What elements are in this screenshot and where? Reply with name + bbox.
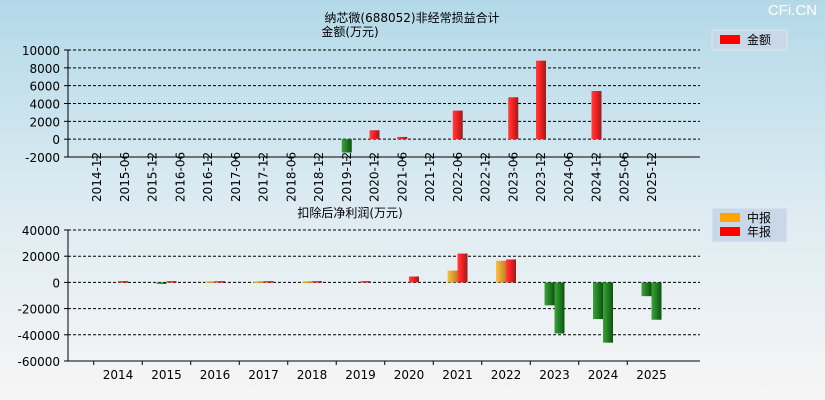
y-tick-label: -20000 [17,303,60,317]
chart-title: 纳芯微(688052)非经常损益合计 [324,10,499,25]
x-tick-label: 2017-12 [257,152,271,202]
x-tick-label: 2017 [248,368,279,382]
legend-swatch [720,227,740,236]
bar-年报 [118,281,128,283]
bar-年报 [651,282,662,320]
x-tick-label: 2016-12 [201,152,215,202]
x-tick-label: 2020 [394,368,425,382]
chart-title: 扣除后净利润(万元) [297,205,402,220]
bar-金额 [508,97,519,140]
bar-金额 [369,130,380,140]
bar-中报 [641,282,652,297]
bar-金额 [341,139,352,153]
x-tick-label: 2021 [442,368,473,382]
x-tick-label: 2025 [636,368,667,382]
y-tick-label: -2000 [25,151,60,165]
legend-label: 年报 [747,224,771,239]
x-tick-label: 2022 [491,368,522,382]
y-tick-label: 40000 [22,224,60,238]
legend-swatch [720,35,740,44]
x-tick-label: 2018-06 [284,152,298,202]
bar-年报 [603,282,613,343]
legend-swatch [720,213,740,222]
bar-中报 [544,282,555,306]
bar-年报 [360,281,371,283]
bar-中报 [156,282,167,284]
bar-年报 [312,281,322,283]
y-axis-label: 金额(万元) [321,24,378,39]
x-tick-label: 2019 [345,368,376,382]
x-tick-label: 2019-12 [340,152,354,202]
x-tick-label: 2023-06 [506,152,520,202]
x-tick-label: 2015-12 [146,152,160,202]
bar-中报 [496,260,506,283]
bar-金额 [536,60,546,140]
legend-label: 中报 [747,210,771,225]
y-tick-label: 8000 [29,62,60,76]
x-tick-label: 2015 [151,368,182,382]
y-tick-label: 20000 [22,250,60,264]
x-tick-label: 2023-12 [534,152,548,202]
x-tick-label: 2025-12 [645,152,659,202]
x-tick-label: 2023 [539,368,570,382]
x-tick-label: 2025-06 [617,152,631,202]
x-tick-label: 2015-06 [118,152,132,202]
bar-年报 [263,281,274,283]
bar-中报 [447,270,458,283]
x-tick-label: 2018 [297,368,328,382]
watermark: CFi.CN [767,2,817,19]
x-tick-label: 2022-12 [479,152,493,202]
bar-中报 [593,282,603,320]
x-tick-label: 2024-06 [562,152,576,202]
x-tick-label: 2021-12 [423,152,437,202]
x-tick-label: 2014-12 [90,152,104,202]
bar-中报 [302,281,312,283]
x-tick-label: 2018-12 [312,152,326,202]
x-tick-label: 2020-12 [368,152,382,202]
x-tick-label: 2017-06 [229,152,243,202]
x-tick-label: 2024 [588,368,619,382]
bar-年报 [554,282,565,334]
y-tick-label: -40000 [17,329,60,343]
y-tick-label: 0 [52,133,60,147]
y-tick-label: -60000 [17,355,60,369]
x-tick-label: 2022-06 [451,152,465,202]
bar-年报 [409,276,419,283]
y-tick-label: 4000 [29,98,60,112]
x-tick-label: 2014 [103,368,134,382]
y-tick-label: 0 [52,276,60,290]
legend-label: 金额 [747,32,771,47]
bar-年报 [457,253,468,283]
bar-年报 [506,259,516,283]
x-tick-label: 2016-06 [173,152,187,202]
x-tick-label: 2024-12 [590,152,604,202]
bar-中报 [205,281,215,283]
y-tick-label: 10000 [22,44,60,58]
bar-中报 [253,281,264,283]
x-tick-label: 2021-06 [395,152,409,202]
y-tick-label: 2000 [29,115,60,129]
x-tick-label: 2016 [200,368,231,382]
bar-金额 [397,136,408,140]
bar-金额 [452,110,463,140]
bar-年报 [166,281,177,283]
bar-金额 [591,91,602,140]
y-tick-label: 6000 [29,80,60,94]
bar-年报 [215,281,225,283]
